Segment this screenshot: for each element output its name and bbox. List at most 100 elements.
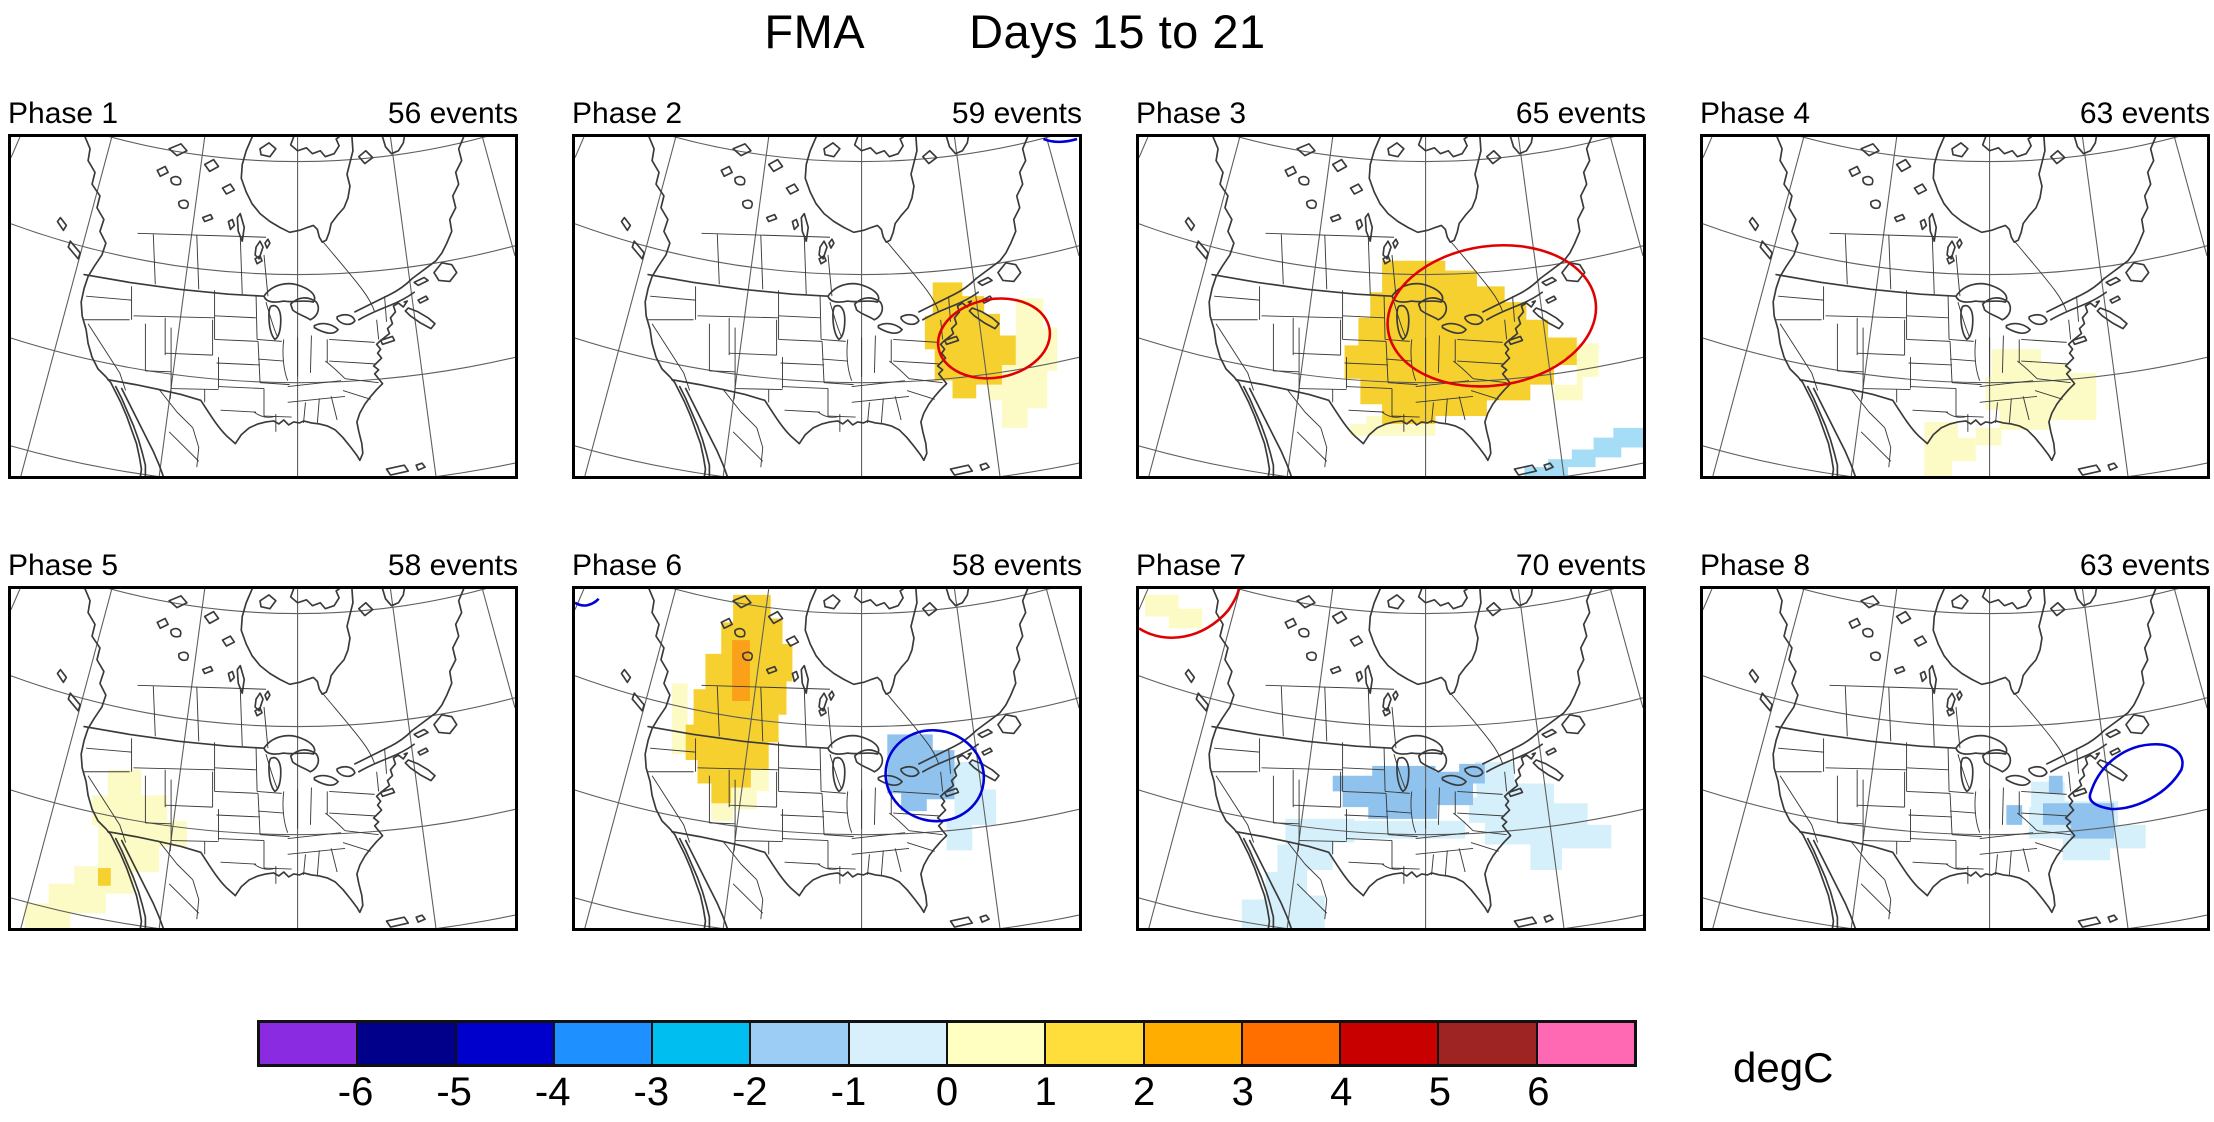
colorbar-segment (749, 1023, 848, 1064)
anomaly-patch (1985, 349, 2097, 430)
map-panel-8: Phase 8 63 events (1700, 530, 2210, 931)
colorbar-tick: -1 (830, 1070, 867, 1114)
anomaly-patch (1144, 594, 1203, 629)
significance-contour (2088, 742, 2184, 811)
phase-label: Phase 2 (572, 97, 683, 130)
anomaly-patch (711, 769, 769, 821)
panel-header: Phase 2 59 events (572, 78, 1082, 134)
colorbar-tick: -5 (436, 1070, 472, 1114)
colorbar-segment (1339, 1023, 1438, 1064)
map-svg (575, 589, 1079, 928)
map-area (1136, 586, 1646, 931)
anomaly-patch (1332, 763, 1485, 819)
panel-header: Phase 3 65 events (1136, 78, 1646, 134)
colorbar-tick: 4 (1330, 1070, 1353, 1114)
colorbar-segment (847, 1023, 946, 1064)
title-season: FMA (764, 5, 866, 58)
map-panel-4: Phase 4 63 events (1700, 78, 2210, 479)
map-area (572, 586, 1082, 931)
events-count: 70 events (1515, 549, 1646, 582)
significance-contour (936, 297, 1052, 380)
map-panel-3: Phase 3 65 events (1136, 78, 1646, 479)
colorbar-unit-label: degC (1733, 1044, 1834, 1091)
map-svg (575, 137, 1079, 476)
colorbar-tick-labels: -6 -5 -4 -3 -2 -1 0 1 2 3 4 5 6 (257, 1070, 1637, 1116)
phase-label: Phase 7 (1136, 549, 1247, 582)
map-panel-5: Phase 5 58 events (8, 530, 518, 931)
map-panel-1: Phase 1 56 events (8, 78, 518, 479)
map-svg (1139, 589, 1643, 928)
colorbar (257, 1020, 1637, 1067)
map-svg (1703, 137, 2207, 476)
map-svg (11, 589, 515, 928)
colorbar-segment (1535, 1023, 1634, 1064)
panel-header: Phase 7 70 events (1136, 530, 1646, 586)
colorbar-tick: 6 (1527, 1070, 1550, 1114)
colorbar-segment (454, 1023, 553, 1064)
anomaly-patch (924, 282, 1016, 399)
map-panel-2: Phase 2 59 events (572, 78, 1082, 479)
map-area (1700, 586, 2210, 931)
colorbar-segment (552, 1023, 652, 1064)
significance-contour (1386, 243, 1598, 388)
events-count: 58 events (387, 549, 518, 582)
significance-contour (884, 728, 986, 823)
map-svg (1703, 589, 2207, 928)
basemap (575, 589, 1079, 928)
phase-label: Phase 4 (1700, 97, 1811, 130)
significance-contour (575, 597, 600, 607)
basemap (1703, 589, 2207, 928)
colorbar-tick: 2 (1133, 1070, 1156, 1114)
anomaly-patch (671, 683, 688, 755)
colorbar-segment (1044, 1023, 1143, 1064)
map-panel-7: Phase 7 70 events (1136, 530, 1646, 931)
anomaly-patch (1469, 761, 1612, 871)
basemap (1139, 589, 1643, 928)
phase-label: Phase 3 (1136, 97, 1247, 130)
map-area (1136, 134, 1646, 479)
colorbar-tick: 3 (1231, 1070, 1254, 1114)
map-area (8, 134, 518, 479)
significance-contour (1139, 589, 1241, 640)
colorbar-tick: 5 (1428, 1070, 1451, 1114)
phase-label: Phase 8 (1700, 549, 1811, 582)
anomaly-patch (2006, 805, 2023, 825)
panel-header: Phase 5 58 events (8, 530, 518, 586)
anomaly-patch (1975, 427, 2002, 446)
colorbar-tick: 1 (1034, 1070, 1057, 1114)
colorbar-tick: -6 (337, 1070, 374, 1114)
title-window: Days 15 to 21 (969, 5, 1266, 58)
map-svg (11, 137, 515, 476)
colorbar-segment (1142, 1023, 1241, 1064)
map-area (572, 134, 1082, 479)
colorbar-tick: -2 (732, 1070, 768, 1114)
map-area (8, 586, 518, 931)
colorbar-tick: 0 (935, 1070, 959, 1114)
panel-header: Phase 4 63 events (1700, 78, 2210, 134)
anomaly-patch (732, 640, 750, 702)
events-count: 63 events (2079, 549, 2210, 582)
events-count: 58 events (951, 549, 1082, 582)
map-panel-6: Phase 6 58 events (572, 530, 1082, 931)
events-count: 65 events (1515, 97, 1646, 130)
colorbar-segment (260, 1023, 357, 1064)
events-count: 63 events (2079, 97, 2210, 130)
panel-header: Phase 8 63 events (1700, 530, 2210, 586)
anomaly-patch (1924, 421, 1976, 476)
map-area (1700, 134, 2210, 479)
colorbar-segment (1437, 1023, 1536, 1064)
colorbar-segment (945, 1023, 1045, 1064)
events-count: 56 events (387, 97, 518, 130)
anomaly-patch (2048, 775, 2063, 794)
panel-header: Phase 1 56 events (8, 78, 518, 134)
anomaly-patch (1554, 343, 1599, 401)
colorbar-segment (651, 1023, 750, 1064)
basemap (11, 137, 515, 476)
significance-contour (1042, 137, 1078, 144)
colorbar-tick: -3 (633, 1070, 670, 1114)
anomaly-patch (97, 868, 111, 886)
colorbar-segment (356, 1023, 455, 1064)
anomaly-patch (2042, 803, 2115, 839)
map-svg (1139, 137, 1643, 476)
anomaly-patch (1344, 260, 1577, 424)
